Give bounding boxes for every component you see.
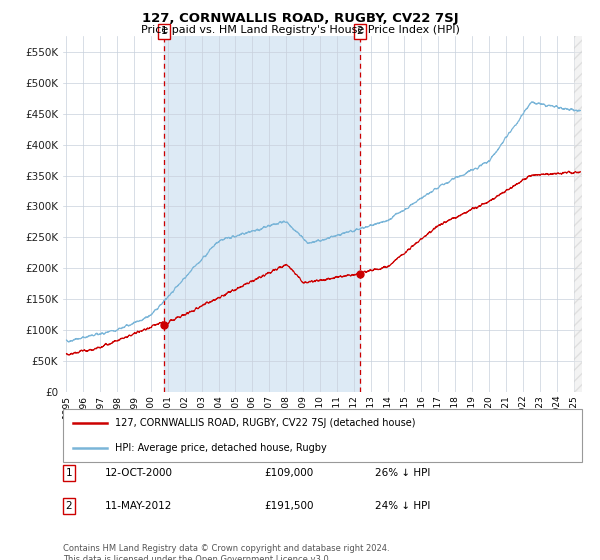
Text: £109,000: £109,000	[264, 468, 313, 478]
Text: 12-OCT-2000: 12-OCT-2000	[105, 468, 173, 478]
Polygon shape	[574, 36, 582, 392]
Text: 11-MAY-2012: 11-MAY-2012	[105, 501, 172, 511]
Text: 2: 2	[356, 26, 363, 36]
Text: Price paid vs. HM Land Registry's House Price Index (HPI): Price paid vs. HM Land Registry's House …	[140, 25, 460, 35]
Text: 26% ↓ HPI: 26% ↓ HPI	[375, 468, 430, 478]
FancyBboxPatch shape	[63, 409, 582, 462]
Text: 127, CORNWALLIS ROAD, RUGBY, CV22 7SJ (detached house): 127, CORNWALLIS ROAD, RUGBY, CV22 7SJ (d…	[115, 418, 415, 428]
Text: 24% ↓ HPI: 24% ↓ HPI	[375, 501, 430, 511]
Text: 1: 1	[65, 468, 73, 478]
Text: £191,500: £191,500	[264, 501, 314, 511]
Text: 127, CORNWALLIS ROAD, RUGBY, CV22 7SJ: 127, CORNWALLIS ROAD, RUGBY, CV22 7SJ	[142, 12, 458, 25]
Text: 2: 2	[65, 501, 73, 511]
Text: 1: 1	[161, 26, 167, 36]
Text: Contains HM Land Registry data © Crown copyright and database right 2024.
This d: Contains HM Land Registry data © Crown c…	[63, 544, 389, 560]
Text: HPI: Average price, detached house, Rugby: HPI: Average price, detached house, Rugb…	[115, 442, 326, 452]
Bar	[164, 36, 360, 392]
